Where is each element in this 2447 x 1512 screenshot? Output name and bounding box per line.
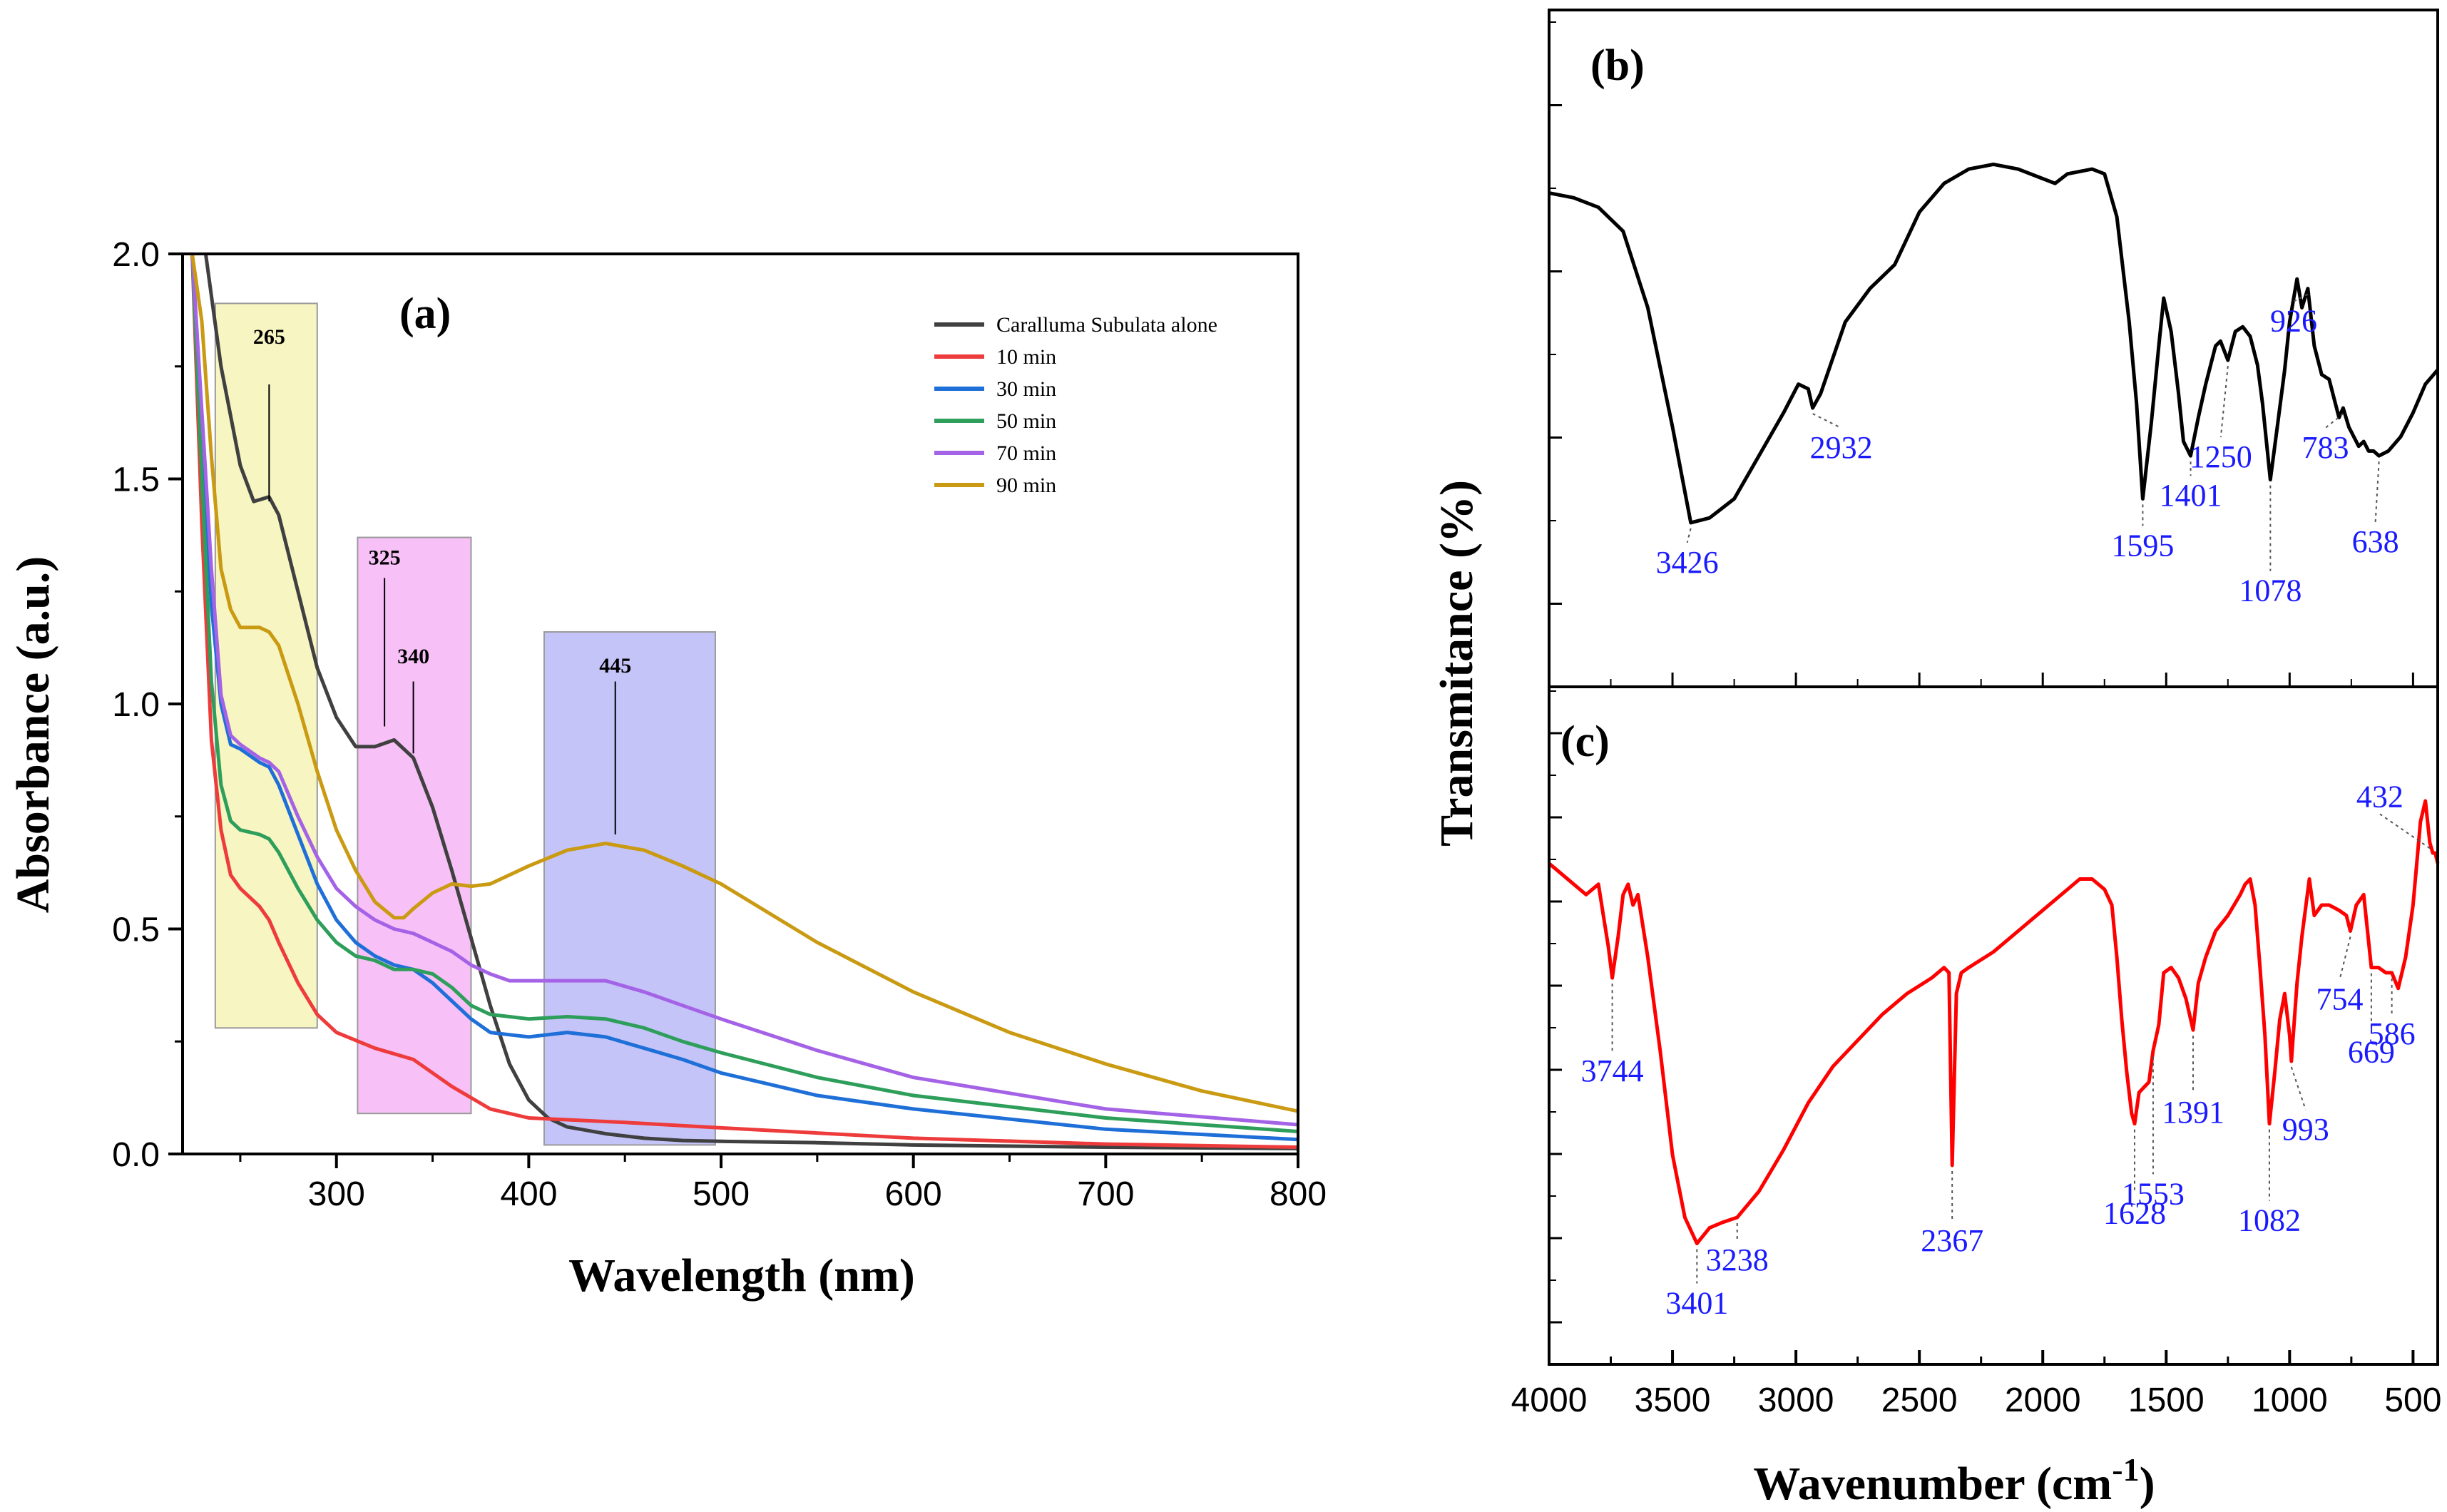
plot-frame-a	[181, 252, 1299, 1155]
y-tick-label-a-3: 1.5	[112, 461, 160, 499]
x-tick-label-a-800: 800	[1270, 1175, 1327, 1213]
legend-label-caralluma-subulata-alone: Caralluma Subulata alone	[996, 313, 1217, 337]
peak-label-c-754: 754	[2316, 982, 2363, 1017]
peak-label-c-3744: 3744	[1581, 1053, 1644, 1088]
legend-label-70-min: 70 min	[996, 441, 1056, 465]
peak-label-b-1250: 1250	[2190, 439, 2252, 474]
ftir-series-b	[1548, 162, 2439, 525]
peak-label-265: 265	[253, 325, 285, 349]
axis-ticks-b	[1549, 21, 1562, 605]
axis-ticks-c	[1549, 690, 1562, 1324]
x-tick-label-a-600: 600	[885, 1175, 942, 1213]
y-tick-label-a-0: 0.0	[112, 1136, 160, 1174]
peak-label-b-783: 783	[2302, 430, 2349, 465]
peak-label-c-669: 669	[2348, 1035, 2395, 1070]
peak-label-b-1078: 1078	[2239, 573, 2302, 608]
legend-label-10-min: 10 min	[996, 345, 1056, 369]
peak-label-c-1391: 1391	[2162, 1095, 2224, 1130]
highlight-boxes	[214, 302, 716, 1146]
x-tick-label-bc-2500: 2500	[1881, 1381, 1958, 1419]
legend-label-50-min: 50 min	[996, 409, 1056, 433]
panel-label-c: (c)	[1560, 717, 1610, 766]
peak-label-b-926: 926	[2270, 304, 2317, 339]
peak-label-b-2932: 2932	[1810, 430, 1873, 465]
x-tick-label-bc-3000: 3000	[1758, 1381, 1834, 1419]
peak-label-c-1553: 1553	[2122, 1176, 2185, 1211]
peak-label-445: 445	[599, 654, 631, 678]
peak-label-340: 340	[397, 645, 429, 668]
uv-vis-series	[190, 253, 1299, 1150]
x-tick-label-bc-3500: 3500	[1635, 1381, 1711, 1419]
leader-line-b-3426	[1686, 528, 1692, 543]
y-axis-title-bc: Transmitance (%)	[1431, 480, 1483, 847]
peak-label-c-3401: 3401	[1665, 1286, 1728, 1321]
peak-labels-b: 3426 2932 1595 1401 1250 1078 926 783 638	[1656, 293, 2399, 608]
x-tick-label-bc-4000: 4000	[1511, 1381, 1588, 1419]
peak-label-b-1595: 1595	[2111, 528, 2174, 563]
peak-label-b-1401: 1401	[2160, 478, 2222, 513]
highlight-box-325-340	[357, 536, 472, 1115]
peak-label-c-432: 432	[2356, 779, 2403, 814]
spectrum-line-c	[1548, 799, 2440, 1245]
x-axis-title-bc-close: )	[2140, 1458, 2155, 1510]
x-tick-label-bc-500: 500	[2384, 1381, 2441, 1419]
leader-line-b-1250	[2219, 366, 2229, 438]
series-line-10-min	[190, 253, 1299, 1149]
x-axis-ticks-bc: 4000 3500 3000 2500 2000 1500 1000 500	[1511, 673, 2441, 1419]
peak-label-325: 325	[369, 546, 401, 569]
peak-label-c-1082: 1082	[2238, 1203, 2301, 1238]
spectrum-line-b	[1548, 162, 2439, 525]
leader-line-b-638	[2374, 461, 2380, 523]
series-line-50-min	[190, 253, 1299, 1133]
leader-line-b-2932	[1812, 413, 1842, 429]
y-tick-label-a-2: 1.0	[112, 686, 160, 724]
peak-label-c-1628: 1628	[2103, 1196, 2166, 1231]
x-axis-title-bc: Wavenumber (cm-1)	[1753, 1451, 2155, 1510]
x-tick-label-bc-2000: 2000	[2005, 1381, 2081, 1419]
x-tick-label-a-400: 400	[500, 1175, 557, 1213]
leader-line-c-754	[2339, 936, 2351, 980]
x-axis-ticks-a: 300 400 500 600 700 800	[239, 1154, 1327, 1213]
peak-label-c-993: 993	[2282, 1112, 2329, 1147]
series-line-caralluma-subulata-alone	[203, 253, 1299, 1150]
peak-label-c-3238: 3238	[1706, 1242, 1769, 1277]
legend-label-30-min: 30 min	[996, 377, 1056, 401]
x-axis-title-a: Wavelength (nm)	[568, 1250, 915, 1302]
peak-label-c-2367: 2367	[1921, 1223, 1983, 1258]
legend-a: Caralluma Subulata alone 10 min 30 min 50 m…	[934, 313, 1217, 497]
x-tick-label-a-700: 700	[1077, 1175, 1134, 1213]
peak-label-c-586: 586	[2369, 1016, 2416, 1051]
panel-label-a: (a)	[399, 290, 451, 338]
peak-annotations: 265 325 340 445	[253, 325, 631, 834]
x-axis-title-bc-main: Wavenumber (cm	[1753, 1458, 2112, 1510]
panel-label-b: (b)	[1590, 41, 1645, 90]
x-tick-label-a-500: 500	[693, 1175, 750, 1213]
x-tick-label-a-300: 300	[308, 1175, 365, 1213]
leader-line-b-926	[2293, 293, 2309, 302]
x-tick-label-bc-1500: 1500	[2128, 1381, 2205, 1419]
y-tick-label-a-1: 0.5	[112, 911, 160, 949]
leader-line-c-993	[2290, 1066, 2306, 1110]
series-line-90-min	[190, 253, 1299, 1113]
series-line-70-min	[190, 253, 1299, 1127]
y-axis-title-a: Absorbance (a.u.)	[7, 556, 59, 914]
panel-a: 265 325 340 445 300 400 500 600 700 800 0.0 0.5 1.…	[7, 236, 1327, 1302]
y-axis-ticks-a: 0.0 0.5 1.0 1.5 2.0	[112, 236, 183, 1174]
ftir-series-c	[1548, 799, 2440, 1245]
x-axis-title-bc-sup: -1	[2112, 1451, 2139, 1488]
y-tick-label-a-4: 2.0	[112, 236, 160, 274]
x-tick-label-bc-1000: 1000	[2252, 1381, 2328, 1419]
peak-label-b-3426: 3426	[1656, 545, 1719, 580]
legend-label-90-min: 90 min	[996, 474, 1056, 497]
peak-label-b-638: 638	[2352, 524, 2399, 559]
panel-b: 3426 2932 1595 1401 1250 1078 926 783 638 (b)	[1548, 21, 2439, 608]
highlight-box-445	[543, 631, 716, 1146]
